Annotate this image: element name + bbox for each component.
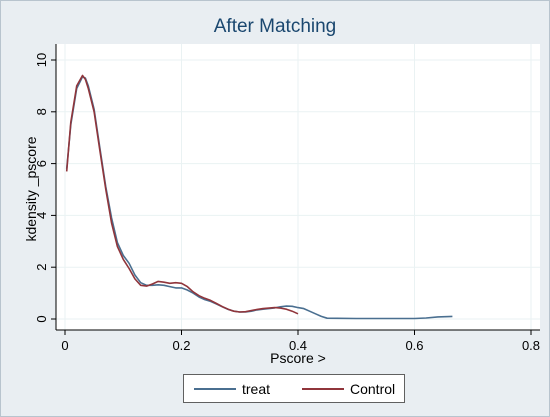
- legend-swatch-control: [302, 388, 344, 390]
- legend-label-treat: treat: [242, 381, 271, 397]
- legend-label-control: Control: [350, 381, 396, 397]
- x-tick-label: 0.2: [172, 338, 190, 353]
- y-tick-label: 10: [34, 53, 49, 67]
- x-axis-label: Pscore >: [270, 350, 326, 366]
- y-tick-label: 6: [34, 160, 49, 167]
- legend-swatch-treat: [194, 388, 236, 390]
- series-line-control: [65, 74, 299, 315]
- series-group: [65, 74, 453, 320]
- ticks: 0 2 4 6 8 10 0 0.2 0.4 0.6 0.8: [34, 53, 540, 353]
- x-tick-label: 0.6: [405, 338, 423, 353]
- legend: treat Control: [183, 374, 405, 403]
- legend-item-control: Control: [302, 381, 395, 397]
- chart-title: After Matching: [213, 16, 337, 37]
- y-tick-label: 2: [34, 264, 49, 271]
- y-tick-label: 8: [34, 108, 49, 115]
- legend-item-treat: treat: [194, 381, 270, 397]
- grid: [56, 44, 540, 330]
- y-axis-label: kdensity _pscore: [23, 136, 39, 241]
- x-tick-label: 0.4: [289, 338, 307, 353]
- x-tick-label: 0: [61, 338, 68, 353]
- y-tick-label: 0: [34, 315, 49, 322]
- x-tick-label: 0.8: [522, 338, 540, 353]
- y-tick-label: 4: [34, 212, 49, 219]
